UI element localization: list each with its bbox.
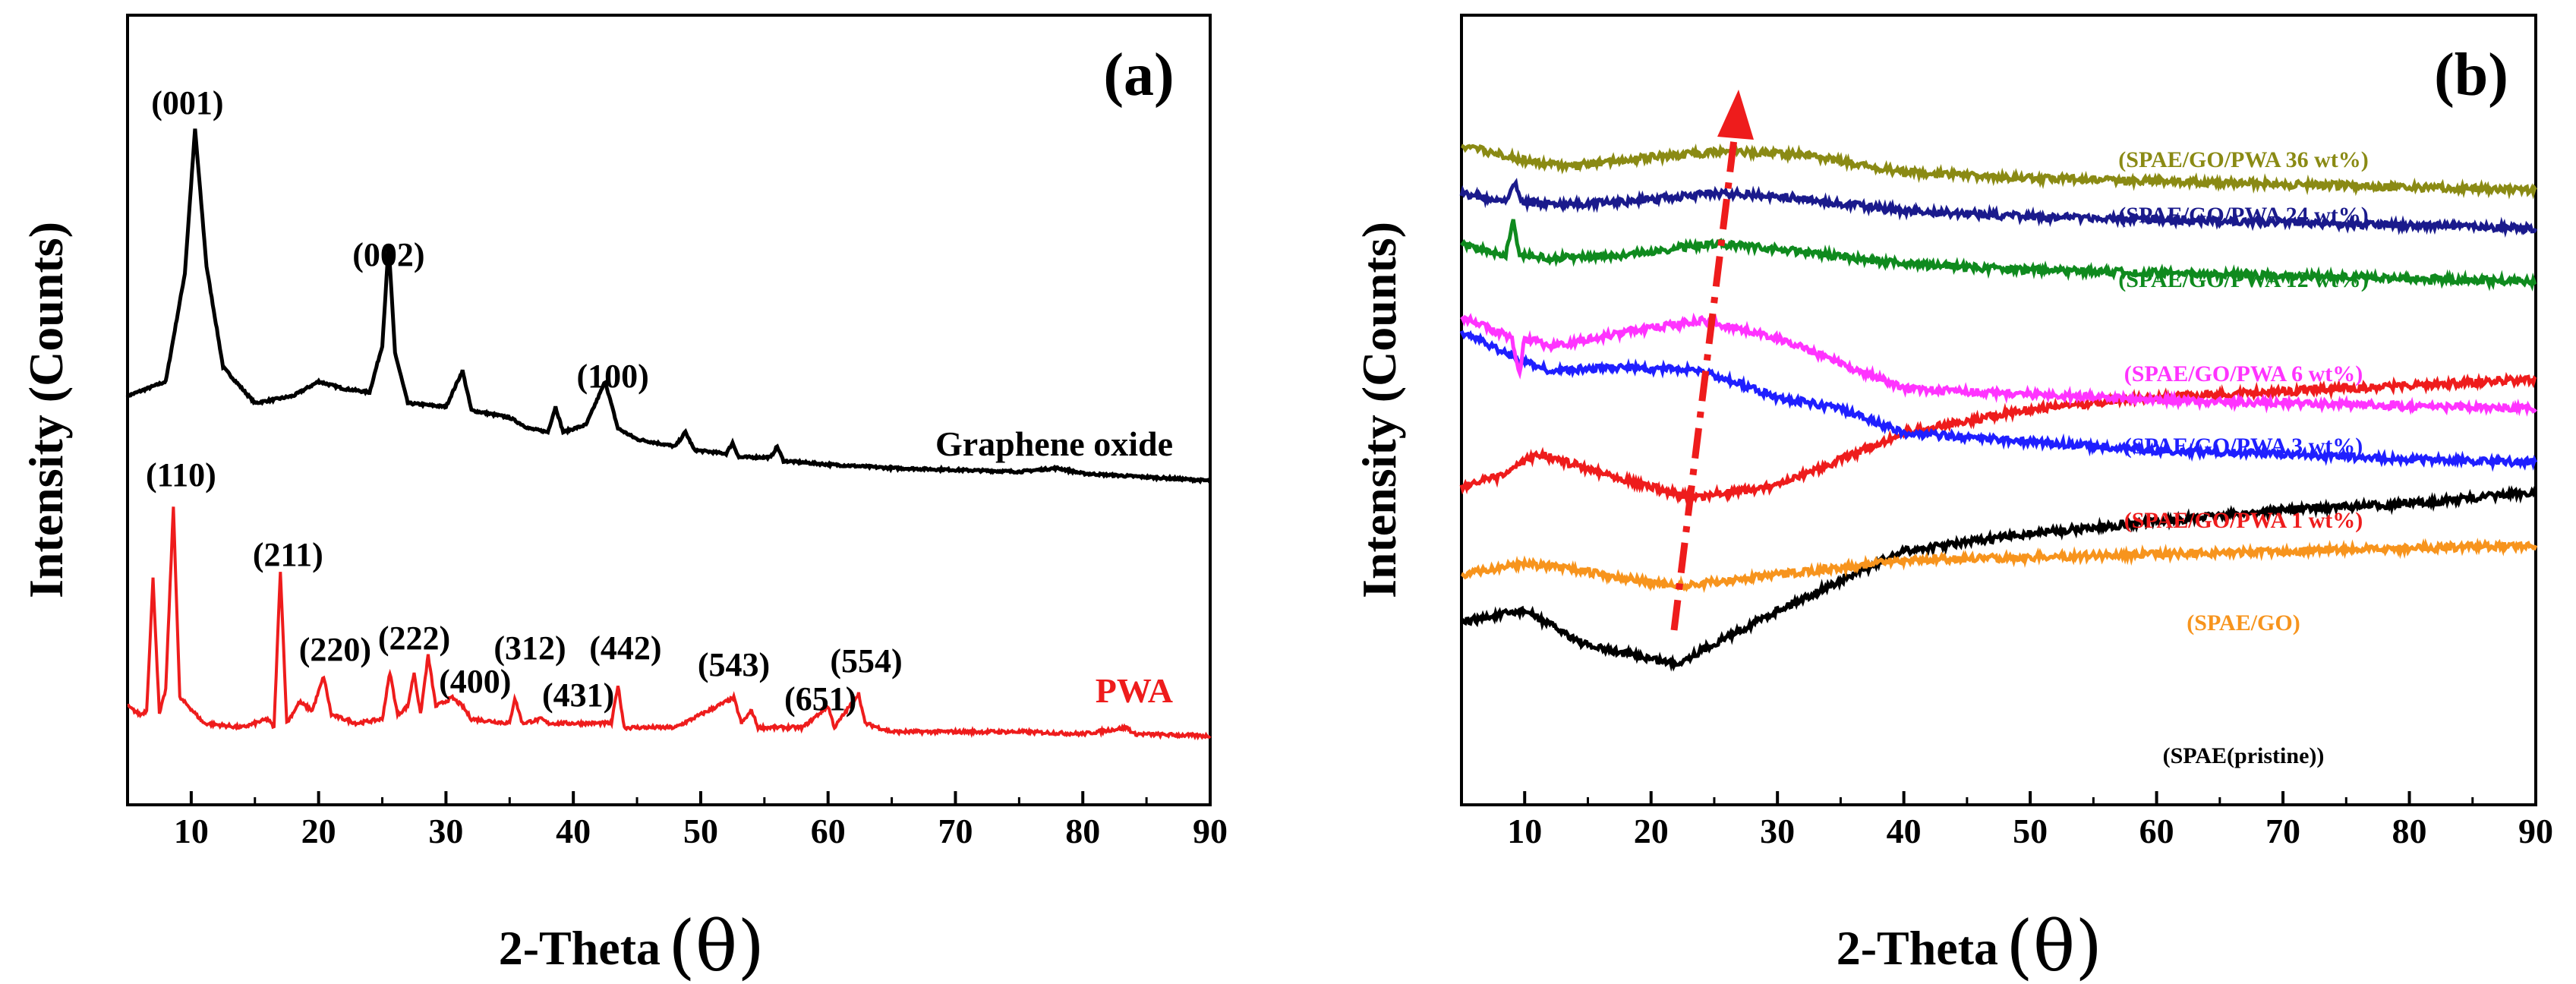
panel-b-x-axis-title-text: 2-Theta	[1837, 921, 1998, 975]
series-label: (SPAE/GO/PWA 3 wt%)	[2124, 434, 2363, 459]
peak-label: (002)	[352, 236, 424, 273]
panel-b-label: (b)	[2434, 42, 2508, 109]
curve-2	[1459, 371, 2537, 505]
series-label: (SPAE/GO/PWA 12 wt%)	[2118, 267, 2368, 292]
panel-a-tick-label: 10	[174, 812, 209, 850]
curve-5	[1460, 219, 2537, 292]
graphene-oxide-label: Graphene oxide	[935, 424, 1173, 463]
panel-b-tick-label: 20	[1634, 812, 1669, 850]
panel-a-peak-labels: (001) (002) (100) (110) (211) (220) (222) (400)…	[146, 84, 903, 718]
peak-label: (554)	[830, 642, 902, 680]
panel-a-x-axis-title-text: 2-Theta	[499, 921, 661, 975]
curve-0	[1460, 485, 2538, 672]
series-label: (SPAE/GO/PWA 6 wt%)	[2124, 361, 2363, 386]
panel-b-tick-label: 60	[2139, 812, 2174, 850]
curve-1	[1461, 538, 2538, 593]
panel-b-y-axis-title: Intensity (Counts)	[1352, 222, 1406, 598]
panel-a-tick-label: 90	[1193, 812, 1228, 850]
peak-label: (442)	[589, 629, 661, 667]
series-label: (SPAE/GO/PWA 24 wt%)	[2118, 203, 2368, 228]
panel-b-tick-label: 40	[1887, 812, 1922, 850]
panel-b-tick-label: 90	[2518, 812, 2553, 850]
panel-b-x-axis-theta: (θ)	[2006, 906, 2102, 984]
curve-7	[1461, 142, 2538, 200]
peak-label: (110)	[146, 456, 216, 494]
series-label: (SPAE/GO/PWA 1 wt%)	[2124, 508, 2363, 533]
panel-b-tick-label: 80	[2392, 812, 2427, 850]
series-label: (SPAE/GO/PWA 36 wt%)	[2118, 147, 2368, 172]
peak-label: (400)	[439, 663, 511, 700]
pwa-label: PWA	[1096, 671, 1173, 710]
panel-a-tick-label: 70	[938, 812, 973, 850]
panel-b-curves	[1459, 142, 2538, 672]
panel-b-x-axis-title: 2-Theta (θ)	[1837, 906, 2103, 984]
shift-arrow	[1670, 90, 1754, 631]
panel-a-curves	[125, 128, 1212, 741]
shift-arrow-head	[1717, 90, 1754, 140]
panel-a-tick-label: 30	[428, 812, 463, 850]
graphene-oxide-curve	[125, 128, 1211, 485]
peak-label: (222)	[378, 620, 450, 657]
peak-label: (312)	[493, 629, 566, 667]
shift-arrow-line	[1670, 132, 1739, 631]
series-label: (SPAE(pristine))	[2163, 743, 2325, 768]
peak-label: (001)	[151, 84, 223, 121]
panel-a-tick-label: 50	[683, 812, 718, 850]
panel-b-frame	[1460, 14, 2537, 806]
panel-a-x-ticks: 10 20 30 40 50 60 70 80 90	[126, 791, 1228, 850]
panel-a-x-axis-title: 2-Theta (θ)	[499, 906, 765, 984]
panel-a-label: (a)	[1103, 42, 1174, 109]
peak-label: (543)	[698, 646, 770, 683]
peak-label: (431)	[542, 676, 614, 714]
panel-a-tick-label: 40	[556, 812, 591, 850]
panel-a-tick-label: 60	[811, 812, 846, 850]
panel-b: 10 20 30 40 50 60 70 80 90 (SPAE(pristine))(SPAE…	[1352, 14, 2553, 984]
pwa-curve	[127, 506, 1212, 741]
panel-b-series-labels: (SPAE(pristine)) (SPAE/GO) (SPAE/GO/PWA 1 …	[2118, 147, 2368, 768]
curve-6	[1459, 178, 2538, 238]
panel-b-tick-label: 10	[1507, 812, 1542, 850]
peak-label: (211)	[253, 536, 323, 573]
curve-3	[1459, 330, 2538, 472]
panel-a-tick-label: 80	[1065, 812, 1100, 850]
curve-4	[1460, 312, 2537, 417]
panel-a-x-axis-theta: (θ)	[668, 906, 765, 984]
panel-a-tick-label: 20	[301, 812, 336, 850]
panel-a-frame	[126, 14, 1212, 806]
peak-label: (100)	[576, 358, 648, 395]
peak-label: (651)	[784, 680, 856, 718]
peak-label: (220)	[299, 631, 371, 668]
panel-a: 10 20 30 40 50 60 70 80 90 (001)(002)(100)(110)(…	[19, 14, 1228, 984]
panel-b-tick-label: 50	[2013, 812, 2048, 850]
panel-a-y-axis-title: Intensity (Counts)	[19, 222, 73, 598]
series-label: (SPAE/GO)	[2187, 610, 2300, 636]
panel-b-x-ticks: 10 20 30 40 50 60 70 80 90	[1460, 791, 2553, 850]
panel-b-tick-label: 30	[1760, 812, 1795, 850]
panel-b-tick-label: 70	[2265, 812, 2300, 850]
